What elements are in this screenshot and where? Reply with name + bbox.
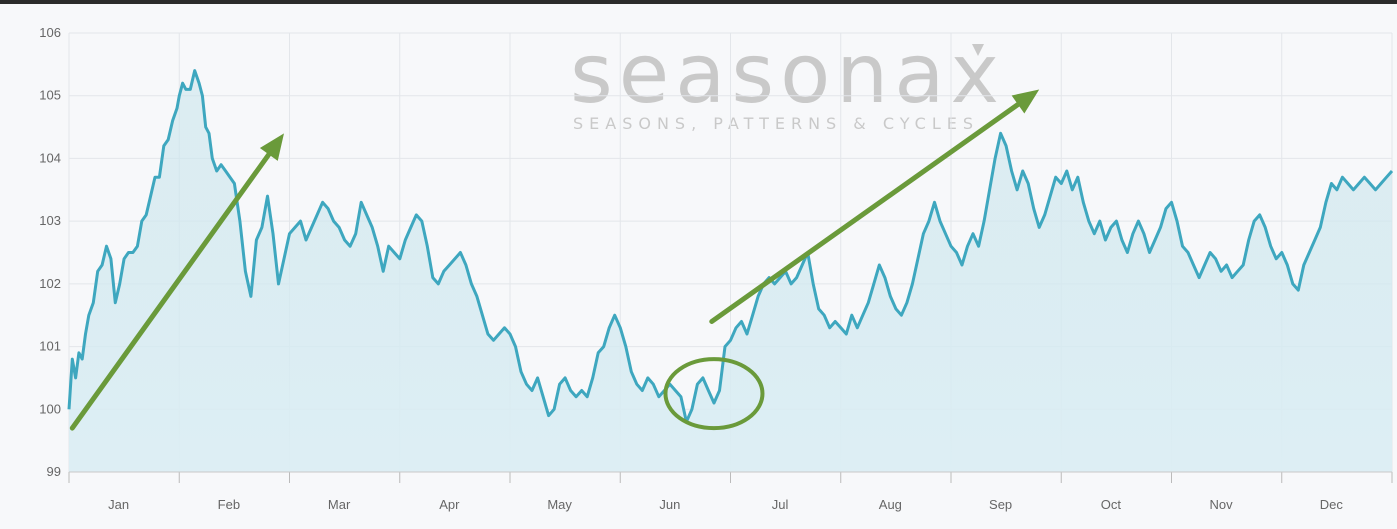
x-tick-label: Nov: [1210, 497, 1234, 512]
seasonal-chart: seasonax SEASONS, PATTERNS & CYCLES 99 10…: [39, 25, 1394, 512]
watermark-brand: seasonax: [570, 27, 1005, 122]
trend-arrow-shaft-2: [709, 101, 1021, 324]
series-line: [67, 69, 1394, 424]
low-point-circle: [663, 357, 765, 431]
x-tick-label: Oct: [1101, 497, 1122, 512]
x-tick-label: Mar: [328, 497, 351, 512]
x-tick-label: Jul: [772, 497, 789, 512]
x-tick-label: Dec: [1320, 497, 1344, 512]
y-tick-label: 102: [39, 276, 61, 291]
x-tick-label: Aug: [879, 497, 902, 512]
y-tick-label: 100: [39, 401, 61, 416]
y-tick-label: 99: [47, 464, 61, 479]
watermark-triangle-icon: [972, 44, 984, 56]
y-tick-label: 104: [39, 150, 61, 165]
series-area: [69, 70, 1392, 472]
watermark-tagline: SEASONS, PATTERNS & CYCLES: [573, 114, 979, 133]
chart-frame: seasonax SEASONS, PATTERNS & CYCLES 99 10…: [0, 4, 1397, 529]
y-tick-label: 105: [39, 88, 61, 103]
trend-arrow-head-2: [1011, 89, 1040, 114]
trend-arrow-head-1: [259, 133, 284, 161]
trend-arrow-shaft-1: [69, 151, 272, 431]
x-tick-label: Apr: [439, 497, 460, 512]
area-layer: [69, 70, 1392, 472]
x-tick-label: Feb: [218, 497, 240, 512]
line-layer: [67, 69, 1394, 424]
seasonax-watermark: seasonax SEASONS, PATTERNS & CYCLES: [570, 27, 1005, 133]
x-tick-label: Jun: [659, 497, 680, 512]
x-tick-label: Jan: [108, 497, 129, 512]
y-tick-label: 106: [39, 25, 61, 40]
x-tick-label: May: [547, 497, 572, 512]
axes: 99 100 101 102 103 104 105 106 Jan Feb Mar Apr May Ju…: [39, 25, 1393, 512]
y-tick-label: 101: [39, 339, 61, 354]
x-tick-label: Sep: [989, 497, 1012, 512]
annotation-layer: [69, 89, 1040, 431]
y-tick-label: 103: [39, 213, 61, 228]
